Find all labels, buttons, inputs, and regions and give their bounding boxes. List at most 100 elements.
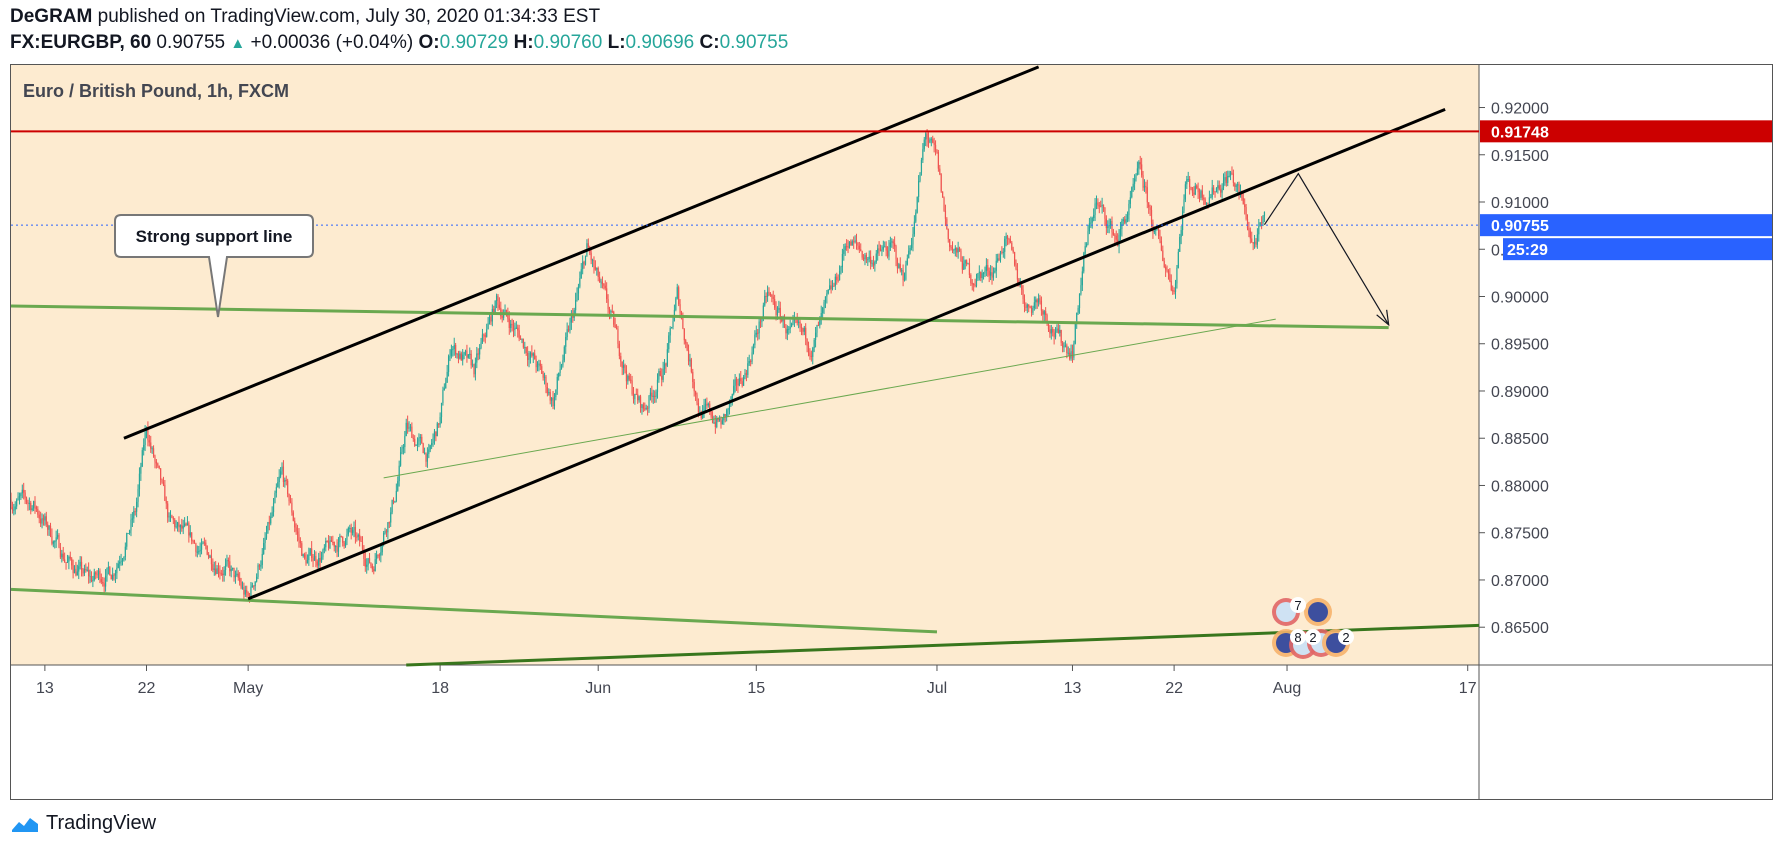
candle-body [189, 532, 191, 536]
price-chart[interactable]: 0.920000.915000.910000.905000.900000.895… [11, 65, 1773, 800]
candle-body [728, 401, 731, 410]
candle-body [117, 563, 119, 568]
candle-body [831, 285, 834, 290]
candle-body [414, 438, 416, 446]
chart-panel[interactable]: 0.920000.915000.910000.905000.900000.895… [10, 64, 1773, 800]
candle-body [1248, 228, 1250, 231]
candle-body [488, 316, 491, 324]
candle-body [422, 443, 424, 454]
candle-body [384, 530, 386, 534]
candle-body [23, 489, 25, 493]
callout-box [114, 214, 314, 318]
candle-body [313, 556, 316, 561]
candle-body [120, 560, 122, 562]
candle-body [1174, 283, 1177, 292]
candle-body [600, 281, 602, 283]
candle-body [535, 359, 537, 368]
candle-body [964, 260, 966, 264]
candle-body [601, 281, 604, 285]
candle-body [630, 379, 632, 381]
candle-body [164, 484, 166, 501]
candle-body [757, 332, 759, 334]
x-tick-label: 13 [1064, 680, 1082, 697]
candle-body [1184, 184, 1186, 200]
candle-body [868, 256, 870, 260]
candle-body [896, 259, 899, 269]
candle-body [378, 555, 381, 557]
candle-body [1057, 328, 1059, 334]
candle-body [1210, 197, 1212, 199]
candle-body [210, 555, 213, 565]
candle-body [28, 502, 30, 504]
candle-body [775, 307, 777, 316]
footer-brand[interactable]: TradingView [10, 812, 156, 835]
candle-body [946, 218, 948, 230]
candle-body [38, 514, 40, 519]
candle-body [433, 431, 436, 439]
candle-body [551, 397, 553, 401]
candle-body [250, 586, 252, 599]
candle-body [663, 363, 666, 369]
candle-body [311, 548, 313, 558]
candle-body [486, 329, 488, 337]
candle-body [233, 567, 235, 578]
author-name[interactable]: DeGRAM [10, 6, 93, 27]
event-count-badge [1290, 629, 1306, 645]
candle-body [716, 418, 718, 428]
last-price: 0.90755 [156, 32, 226, 53]
candle-body [1115, 235, 1117, 240]
candle-body [884, 246, 886, 248]
candle-body [312, 557, 314, 561]
candle-body [144, 432, 146, 446]
candle-body [528, 358, 530, 360]
countdown-label: 25:29 [1507, 242, 1548, 259]
candle-body [870, 256, 872, 264]
candle-body [1176, 267, 1178, 284]
candle-body [754, 334, 756, 345]
candles-group [11, 129, 1266, 603]
candle-body [1015, 264, 1017, 270]
candle-body [110, 575, 112, 580]
candle-body [738, 378, 740, 386]
candle-body [1006, 236, 1009, 239]
candle-body [1191, 189, 1194, 193]
candle-body [186, 523, 189, 526]
candle-body [462, 354, 464, 361]
candle-body [621, 361, 623, 368]
candle-body [1141, 164, 1143, 176]
candle-body [198, 551, 200, 553]
candle-body [834, 276, 836, 286]
candle-body [836, 276, 838, 280]
candle-body [356, 536, 358, 538]
candle-body [381, 543, 383, 553]
candle-body [315, 556, 317, 562]
candle-body [1208, 197, 1210, 204]
candle-body [525, 347, 527, 353]
candle-body [1201, 190, 1203, 198]
candle-body [1187, 179, 1189, 181]
candle-body [709, 403, 711, 412]
candle-body [263, 543, 265, 554]
candle-body [90, 576, 93, 582]
candle-body [404, 436, 406, 448]
candle-body [978, 271, 980, 274]
x-tick-label: 22 [1165, 680, 1183, 697]
candle-body [181, 525, 183, 529]
candle-body [1255, 241, 1257, 245]
candle-body [812, 348, 814, 357]
candle-body [1053, 332, 1055, 338]
candle-body [764, 295, 766, 306]
candle-body [104, 575, 107, 587]
high-label: H: [513, 32, 534, 53]
candle-body [888, 246, 890, 257]
candle-body [546, 387, 548, 394]
candle-body [158, 465, 160, 469]
candle-body [265, 533, 268, 538]
candle-body [230, 568, 232, 572]
candle-body [536, 363, 539, 368]
candle-body [431, 443, 433, 446]
candle-body [892, 241, 894, 244]
candle-body [1012, 249, 1014, 253]
candle-body [953, 249, 955, 251]
candle-body [305, 557, 307, 564]
